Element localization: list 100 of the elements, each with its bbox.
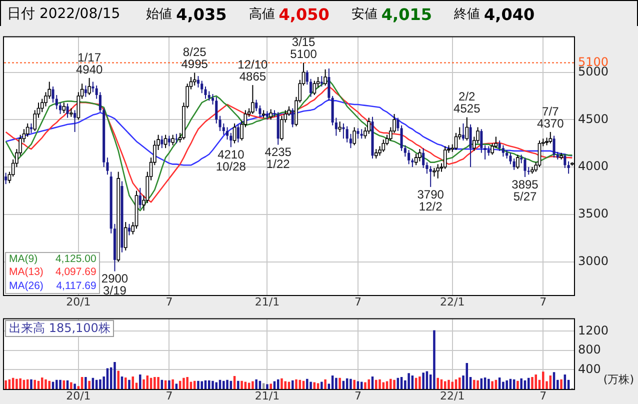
text: 始値 4,035 高値 4,050 安値 4,015 終値 4,040 [146, 4, 535, 24]
annotation: 4210 10/28 [216, 147, 246, 174]
candlestick [564, 153, 566, 168]
chart-title: 出来高 185,100株 [5, 320, 114, 338]
candlestick [30, 122, 32, 134]
candlestick [226, 126, 229, 140]
candlestick [92, 81, 94, 93]
bar [436, 378, 439, 389]
bar [378, 379, 381, 389]
annotation: 2900 3/19 [101, 272, 128, 298]
bar [200, 381, 203, 389]
candlestick [200, 80, 204, 94]
candlestick [396, 117, 400, 132]
bar [338, 378, 341, 389]
candlestick [66, 103, 69, 118]
bar [422, 372, 424, 389]
candlestick [306, 70, 308, 86]
annotation: 3/15 5100 [290, 35, 318, 62]
bar [226, 380, 228, 389]
text: MA(26) 4,117.69 [9, 280, 96, 292]
bar [368, 379, 370, 389]
bar [502, 382, 504, 389]
bar [30, 379, 32, 389]
annotation: 3895 5/27 [512, 177, 539, 204]
candlestick [98, 92, 102, 113]
bar [306, 378, 308, 389]
bar [458, 377, 461, 389]
y-tick-label: 4500 [578, 112, 609, 126]
candlestick [138, 187, 142, 210]
annotation: 2/2 4525 [454, 90, 481, 116]
bar [74, 384, 76, 389]
bar [448, 380, 450, 389]
x-tick-label: 20/1 [66, 389, 91, 402]
candlestick [480, 128, 483, 154]
candlestick [422, 148, 425, 168]
bar [316, 383, 320, 389]
candlestick [215, 96, 218, 124]
y-tick-label: 4000 [578, 159, 609, 174]
annotation: 3790 12/2 [417, 187, 444, 214]
bar [284, 381, 286, 389]
bar [70, 382, 72, 389]
bar [280, 378, 283, 389]
candlestick [509, 152, 512, 165]
bar [292, 380, 294, 389]
annotation: 8/25 4995 [181, 45, 208, 72]
bar [222, 380, 225, 389]
bar [262, 383, 265, 389]
bar [433, 330, 436, 389]
candlestick [552, 135, 556, 158]
candlestick [512, 158, 516, 170]
bar [476, 380, 479, 389]
bar [186, 376, 188, 389]
bar [295, 379, 298, 389]
bar [310, 382, 312, 389]
bar [157, 376, 160, 389]
bar [56, 380, 58, 389]
bar [393, 380, 396, 389]
y-tick-label: 1200 [578, 323, 609, 338]
candlestick [328, 68, 330, 102]
bar [335, 378, 338, 389]
candlestick [429, 166, 432, 188]
bar [99, 379, 102, 389]
bar [142, 379, 145, 389]
bar [531, 376, 534, 389]
bar [473, 380, 476, 389]
candlestick [59, 102, 62, 114]
bar [172, 379, 174, 389]
candlestick [291, 108, 294, 128]
candlestick [255, 99, 258, 112]
candlestick [524, 157, 526, 178]
x-tick-label: 22/1 [440, 389, 465, 402]
candlestick [342, 122, 345, 140]
bar [84, 376, 87, 389]
annotation: 1/17 4940 [76, 50, 103, 76]
bar [353, 380, 356, 389]
y-tick-label: 3000 [578, 254, 609, 268]
bar [4, 380, 7, 389]
bar [320, 382, 323, 389]
x-tick-label: 7 [166, 295, 173, 308]
candlestick [356, 128, 360, 140]
chart-title: 日付 2022/08/15 [7, 5, 120, 23]
candlestick [484, 144, 486, 160]
x-tick-label: 21/1 [254, 389, 280, 402]
bar [542, 372, 544, 389]
candlestick [208, 90, 210, 102]
annotation: 4235 1/22 [264, 145, 292, 172]
candlestick [168, 135, 170, 147]
bar [488, 378, 490, 389]
candlestick [349, 133, 352, 149]
bar [426, 371, 428, 389]
candlestick [487, 146, 490, 156]
candlestick [502, 144, 504, 158]
x-tick-label: 20/1 [66, 295, 91, 308]
candlestick [320, 76, 323, 87]
candlestick [4, 172, 8, 185]
bar [248, 382, 250, 389]
text: MA(13) 4,097.69 [9, 266, 96, 280]
bar [44, 379, 47, 389]
y-tick-label: 400 [578, 362, 601, 376]
candlestick [360, 128, 363, 140]
